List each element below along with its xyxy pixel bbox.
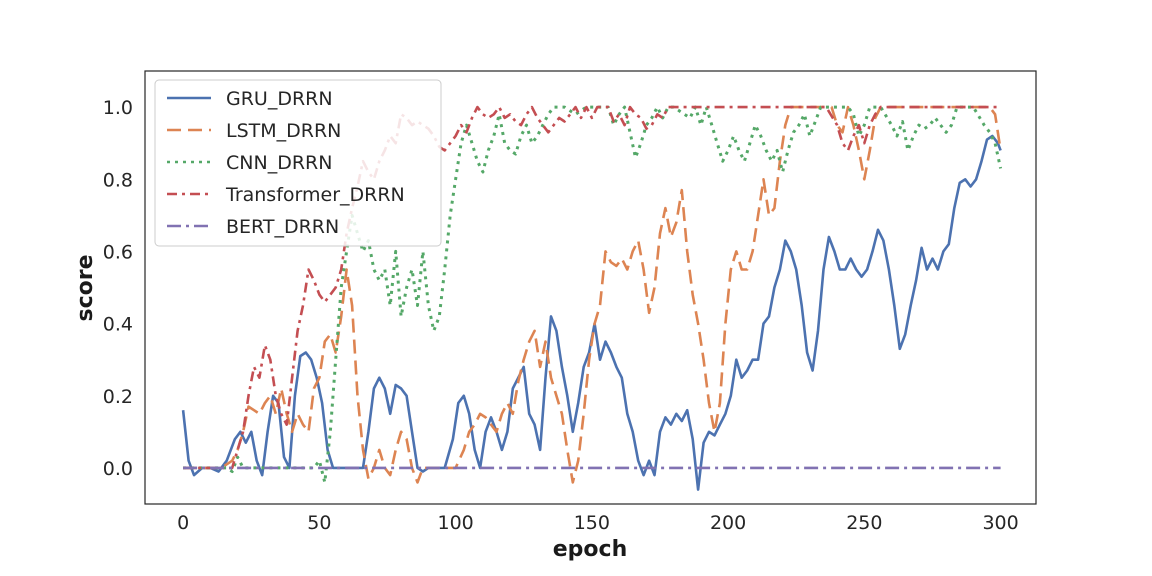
legend: GRU_DRRN LSTM_DRRN CNN_DRRN Transformer_DRR… — [154, 79, 442, 247]
x-tick-label: 300 — [982, 512, 1018, 534]
y-axis-ticks: 0.0 0.2 0.4 0.6 0.8 1.0 — [103, 97, 133, 480]
legend-label: LSTM_DRRN — [226, 120, 341, 142]
x-axis-title: epoch — [553, 537, 628, 562]
legend-label: Transformer_DRRN — [225, 184, 405, 206]
legend-box — [154, 79, 442, 247]
x-tick-label: 250 — [846, 512, 882, 534]
plot-frame — [144, 70, 1037, 505]
series-layer — [181, 105, 1003, 491]
x-tick-label: 50 — [307, 512, 331, 534]
series-line-transformer-drrn — [183, 105, 1001, 470]
y-tick-label: 0.4 — [103, 314, 133, 336]
y-tick-label: 0.0 — [103, 458, 133, 480]
y-tick-label: 0.6 — [103, 241, 133, 263]
series-line-cnn-drrn — [183, 105, 1003, 484]
legend-label: CNN_DRRN — [226, 152, 332, 174]
y-tick-label: 0.2 — [103, 386, 133, 408]
legend-label: GRU_DRRN — [226, 88, 333, 110]
y-axis-title: score — [73, 254, 98, 321]
series-line-gru-drrn — [181, 134, 1002, 491]
y-tick-label: 1.0 — [103, 97, 133, 119]
series-line-lstm-drrn — [183, 105, 1002, 484]
y-tick-label: 0.8 — [103, 169, 133, 191]
legend-label: BERT_DRRN — [226, 216, 339, 238]
x-tick-label: 200 — [710, 512, 746, 534]
x-axis-ticks: 0 50 100 150 200 250 300 — [177, 512, 1019, 534]
x-tick-label: 150 — [574, 512, 610, 534]
x-tick-label: 100 — [437, 512, 473, 534]
x-tick-label: 0 — [177, 512, 189, 534]
legend-items: GRU_DRRN LSTM_DRRN CNN_DRRN Transformer_DRR… — [167, 88, 405, 238]
